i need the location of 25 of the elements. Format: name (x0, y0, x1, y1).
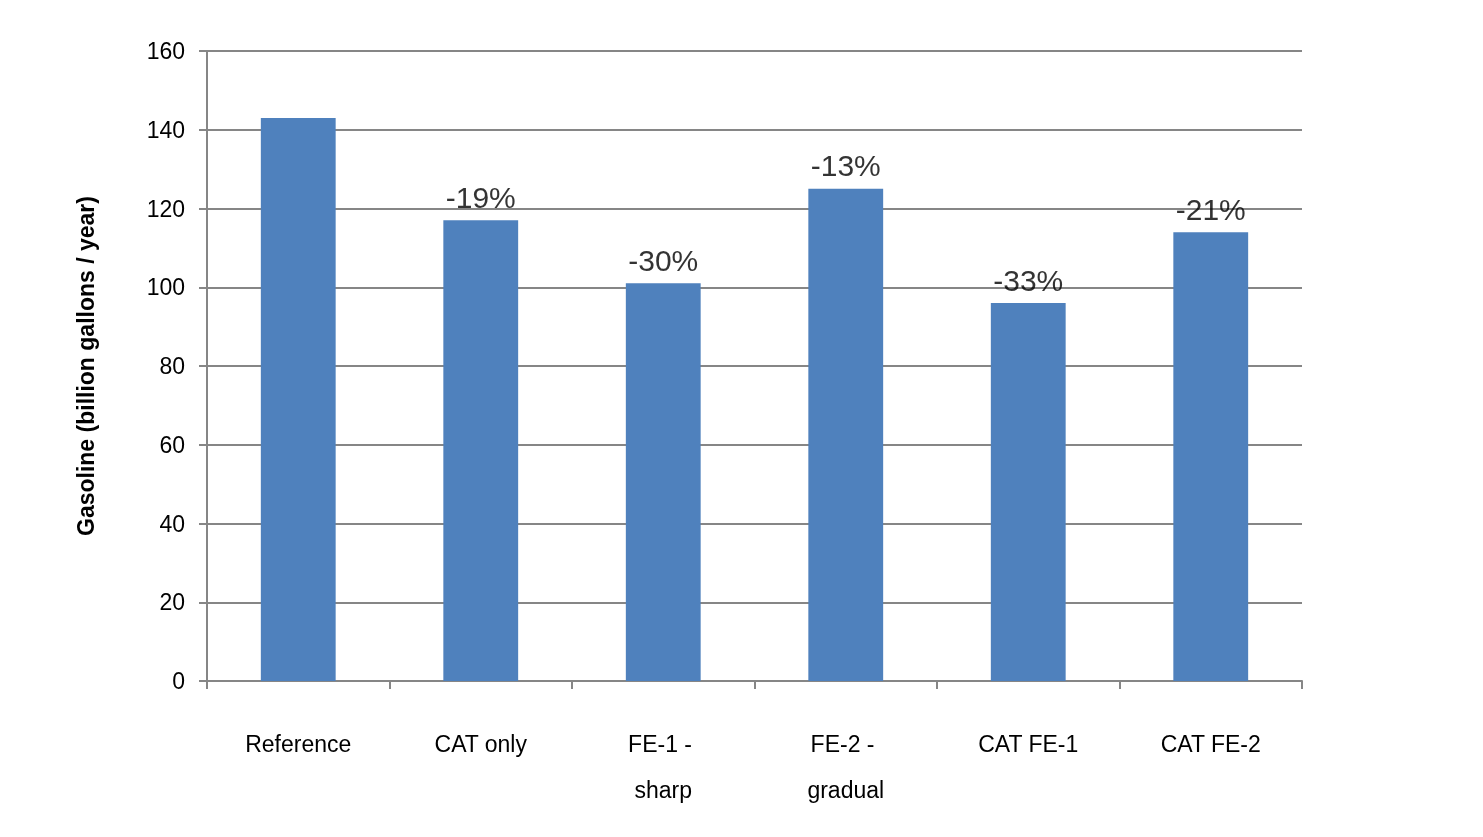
x-tick-label: CAT FE-2 (1160, 731, 1261, 757)
bar (625, 283, 701, 681)
y-tick-label: 160 (146, 38, 185, 64)
x-tick-label: CAT FE-1 (978, 731, 1079, 757)
annotation: -13% (810, 149, 881, 183)
x-tick-label: CAT only (434, 731, 528, 757)
y-tick-label: 120 (146, 195, 185, 222)
y-tick-label: 20 (159, 589, 185, 616)
y-axis-title: Gasoline (billion gallons / year) (72, 196, 99, 536)
bar (443, 220, 519, 681)
y-tick-label: 140 (146, 116, 185, 143)
y-tick-label: 0 (172, 668, 185, 694)
x-tick-label: Reference (245, 731, 352, 757)
annotation: -30% (628, 243, 699, 277)
annotation: -19% (445, 180, 516, 214)
x-tick-label: FE-2 - gradual (807, 731, 885, 803)
y-tick-label: 100 (146, 274, 185, 301)
y-tick-label: 40 (159, 510, 185, 537)
y-tick-label: 60 (159, 431, 185, 458)
bar (1173, 232, 1249, 681)
bar (260, 117, 336, 681)
bar (990, 303, 1066, 681)
x-tick-label: FE-1 - sharp (628, 731, 699, 803)
bar (808, 188, 884, 681)
y-tick-label: 80 (159, 353, 185, 379)
